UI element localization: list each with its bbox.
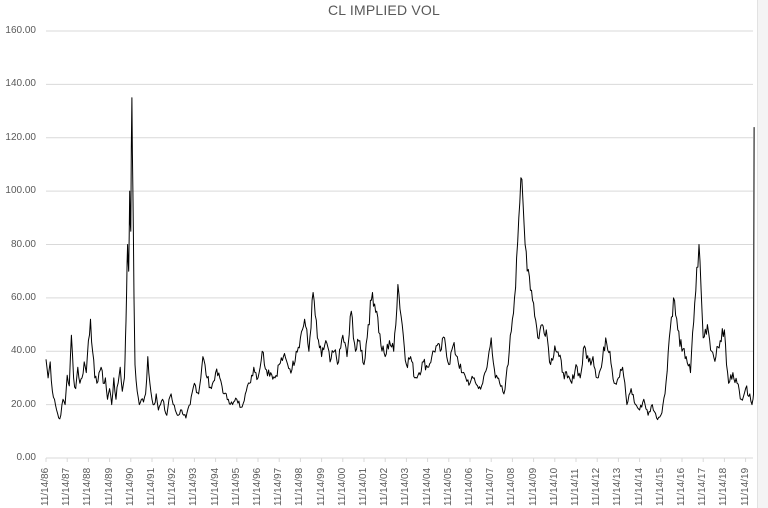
x-tick-label: 11/14/17 xyxy=(697,467,709,506)
x-tick-label: 11/14/15 xyxy=(654,467,666,506)
x-tick-label: 11/14/98 xyxy=(294,467,306,506)
x-tick-label: 11/14/04 xyxy=(421,467,433,506)
x-tick-label: 11/14/13 xyxy=(612,467,624,506)
series-line-cl-implied-vol xyxy=(45,97,755,421)
x-tick-label: 11/14/02 xyxy=(379,467,391,506)
y-tick-label: 120.00 xyxy=(5,131,36,143)
x-tick-label: 11/14/05 xyxy=(442,467,454,506)
y-tick-label: 0.00 xyxy=(16,452,36,463)
x-tick-label: 11/14/87 xyxy=(61,467,73,506)
y-tick-label: 100.00 xyxy=(5,185,36,197)
x-tick-label: 11/14/93 xyxy=(188,467,200,506)
y-tick-label: 60.00 xyxy=(10,291,36,303)
x-tick-label: 11/14/94 xyxy=(209,467,221,506)
y-tick-label: 140.00 xyxy=(5,78,36,90)
x-tick-label: 11/14/14 xyxy=(633,467,645,506)
x-tick-label: 11/14/99 xyxy=(315,467,327,506)
x-tick-label: 11/14/07 xyxy=(485,467,497,506)
x-tick-label: 11/14/11 xyxy=(570,468,581,506)
x-tick-label: 11/14/88 xyxy=(82,467,94,506)
x-tick-label: 11/14/10 xyxy=(548,467,560,506)
x-tick-label: 11/14/97 xyxy=(273,467,285,506)
y-tick-label: 80.00 xyxy=(10,238,36,250)
x-tick-label: 11/14/08 xyxy=(506,467,518,506)
x-tick-label: 11/14/92 xyxy=(167,467,179,506)
y-tick-label: 40.00 xyxy=(10,345,36,357)
x-tick-label: 11/14/06 xyxy=(464,467,475,506)
x-tick-label: 11/14/90 xyxy=(124,467,136,506)
window-edge-divider xyxy=(757,0,768,508)
x-tick-label: 11/14/00 xyxy=(336,467,348,506)
x-tick-label: 11/14/91 xyxy=(146,467,157,506)
x-tick-label: 11/14/16 xyxy=(676,467,687,506)
x-tick-label: 11/14/09 xyxy=(527,467,539,506)
x-tick-label: 11/14/19 xyxy=(739,467,751,506)
x-tick-label: 11/14/86 xyxy=(40,467,51,506)
y-tick-label: 20.00 xyxy=(10,398,36,410)
y-tick-label: 160.00 xyxy=(5,25,36,36)
x-tick-label: 11/14/12 xyxy=(591,467,603,506)
x-tick-label: 11/14/01 xyxy=(358,467,369,506)
x-tick-label: 11/14/89 xyxy=(103,467,115,506)
x-tick-label: 11/14/18 xyxy=(718,467,730,506)
x-tick-label: 11/14/03 xyxy=(400,467,412,506)
x-tick-label: 11/14/96 xyxy=(252,467,263,506)
chart-title: CL IMPLIED VOL xyxy=(328,2,440,18)
x-tick-label: 11/14/95 xyxy=(230,467,242,506)
